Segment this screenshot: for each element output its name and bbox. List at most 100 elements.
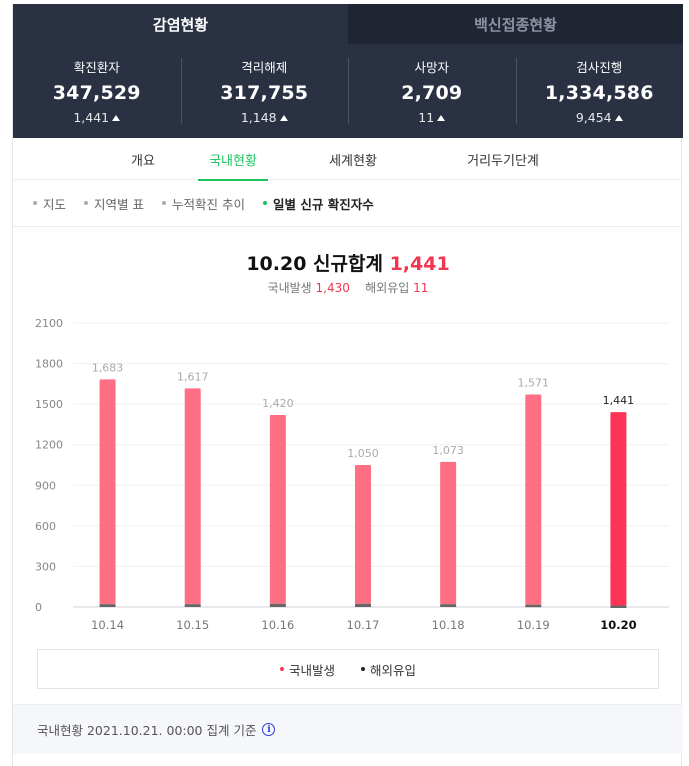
x-tick-label: 10.20 <box>600 618 636 632</box>
y-tick-label: 0 <box>35 601 42 614</box>
up-arrow-icon <box>112 114 121 121</box>
x-tick-label: 10.19 <box>517 618 550 632</box>
stat-value: 317,755 <box>220 82 309 104</box>
stat-label: 확진환자 <box>73 60 120 75</box>
stat-released: 격리해제 317,755 1,148 <box>180 44 349 138</box>
delta-value: 1,441 <box>73 110 110 125</box>
legend-label: 해외유입 <box>370 662 417 678</box>
filter-bar: 지도 지역별 표 누적확진 추이 일별 신규 확진자수 <box>33 180 374 226</box>
x-tick-label: 10.15 <box>176 618 209 632</box>
stats-row: 확진환자 347,529 1,441 격리해제 317,755 1,148 사망… <box>13 44 683 138</box>
x-tick-label: 10.14 <box>91 618 124 632</box>
bar-overseas <box>184 604 201 607</box>
stat-label: 격리해제 <box>241 60 288 75</box>
filter-label: 지도 <box>43 196 67 212</box>
bullet-icon <box>84 201 89 205</box>
overseas-label: 해외유입 <box>365 281 410 295</box>
x-tick-label: 10.16 <box>261 618 294 632</box>
delta-value: 11 <box>418 110 435 125</box>
chart-subline: 국내발생 1,430 해외유입 11 <box>13 279 683 296</box>
y-tick-label: 300 <box>35 560 56 573</box>
bar-domestic <box>610 412 627 606</box>
bar-total-label: 1,420 <box>262 397 294 410</box>
info-icon[interactable]: i <box>262 723 276 736</box>
delta-value: 9,454 <box>575 110 612 125</box>
filter-cumulative-trend[interactable]: 누적확진 추이 <box>162 194 245 213</box>
top-tab-bar: 감염현황 백신접종현황 <box>13 4 683 44</box>
y-tick-label: 900 <box>35 479 56 492</box>
x-tick-label: 10.17 <box>347 618 380 632</box>
stat-testing: 검사진행 1,334,586 9,454 <box>515 44 684 138</box>
stat-delta: 1,148 <box>241 110 288 125</box>
bar-total-label: 1,571 <box>518 377 550 390</box>
stat-delta: 1,441 <box>73 110 121 125</box>
x-tick-label: 10.18 <box>432 618 465 632</box>
tab-world[interactable]: 세계현황 <box>329 153 377 169</box>
filter-label: 일별 신규 확진자수 <box>272 196 374 212</box>
bar-total-label: 1,073 <box>432 444 464 457</box>
tab-overview[interactable]: 개요 <box>131 153 155 169</box>
stat-label: 사망자 <box>414 60 449 75</box>
domestic-label: 국내발생 <box>267 281 312 295</box>
bar-overseas <box>525 604 542 608</box>
bar-overseas <box>99 604 116 607</box>
stat-label: 검사진행 <box>576 60 623 75</box>
tab-vaccination-status[interactable]: 백신접종현황 <box>348 4 683 44</box>
bar-overseas <box>440 604 457 607</box>
bar-domestic <box>525 394 542 605</box>
covid-status-panel: 감염현황 백신접종현황 확진환자 347,529 1,441 격리해제 317,… <box>12 4 683 766</box>
stat-value: 2,709 <box>401 82 463 104</box>
stat-delta: 9,454 <box>576 110 623 125</box>
filter-label: 누적확진 추이 <box>172 196 245 212</box>
bullet-icon <box>162 201 166 205</box>
chart-section: 10.20 신규합계 1,441 국내발생 1,430 해외유입 11 0 300… <box>13 226 683 704</box>
data-basis-footer: 국내현황 2021.10.21. 00:00 집계 기준 i <box>13 704 683 754</box>
legend-overseas[interactable]: 해외유입 <box>361 660 416 679</box>
bar-total-label: 1,441 <box>603 394 635 407</box>
headline-title: 10.20 신규합계 <box>246 253 383 275</box>
bar-overseas <box>269 603 286 607</box>
filter-daily-new[interactable]: 일별 신규 확진자수 <box>262 194 374 213</box>
summary-header: 감염현황 백신접종현황 확진환자 347,529 1,441 격리해제 317,… <box>13 4 683 138</box>
sub-tab-bar: 개요 국내현황 세계현황 거리두기단계 <box>13 138 683 181</box>
chart-legend: 국내발생 해외유입 <box>37 649 659 689</box>
y-tick-label: 2100 <box>35 317 63 330</box>
headline-total: 1,441 <box>389 253 450 275</box>
legend-dot-icon <box>361 667 365 671</box>
bar-total-label: 1,683 <box>92 361 124 374</box>
stat-confirmed: 확진환자 347,529 1,441 <box>13 44 181 138</box>
y-tick-label: 1800 <box>35 358 63 371</box>
filter-map[interactable]: 지도 <box>33 194 66 213</box>
bullet-icon <box>33 201 37 205</box>
stat-delta: 11 <box>418 110 446 125</box>
bullet-icon <box>262 201 267 205</box>
chart-headline: 10.20 신규합계 1,441 <box>13 249 683 276</box>
up-arrow-icon <box>437 114 446 121</box>
filter-label: 지역별 표 <box>94 196 144 212</box>
y-tick-label: 600 <box>35 520 56 533</box>
y-tick-label: 1500 <box>35 398 63 411</box>
bar-overseas <box>355 603 371 607</box>
footer-text: 국내현황 2021.10.21. 00:00 집계 기준 <box>37 723 257 738</box>
overseas-value: 11 <box>413 281 429 295</box>
tab-infection-status[interactable]: 감염현황 <box>13 4 348 44</box>
tab-distancing-level[interactable]: 거리두기단계 <box>467 153 539 169</box>
delta-value: 1,148 <box>240 110 277 125</box>
filter-region-table[interactable]: 지역별 표 <box>84 194 144 213</box>
tab-domestic[interactable]: 국내현황 <box>198 138 268 181</box>
bar-domestic <box>269 414 286 604</box>
stat-value: 347,529 <box>52 82 141 104</box>
bar-domestic <box>184 388 201 605</box>
y-tick-label: 1200 <box>35 439 63 452</box>
legend-domestic[interactable]: 국내발생 <box>279 660 335 679</box>
bar-domestic <box>355 465 371 604</box>
bar-domestic <box>440 461 457 605</box>
bar-domestic <box>99 379 116 605</box>
stat-deaths: 사망자 2,709 11 <box>348 44 516 138</box>
stat-value: 1,334,586 <box>544 82 654 104</box>
up-arrow-icon <box>279 114 288 121</box>
bar-total-label: 1,050 <box>347 447 379 460</box>
daily-cases-bar-chart: 0 300 600 900 1200 1500 1800 2100 1,683 10.14 1,61… <box>35 317 669 632</box>
domestic-value: 1,430 <box>315 281 350 295</box>
legend-label: 국내발생 <box>288 662 335 678</box>
